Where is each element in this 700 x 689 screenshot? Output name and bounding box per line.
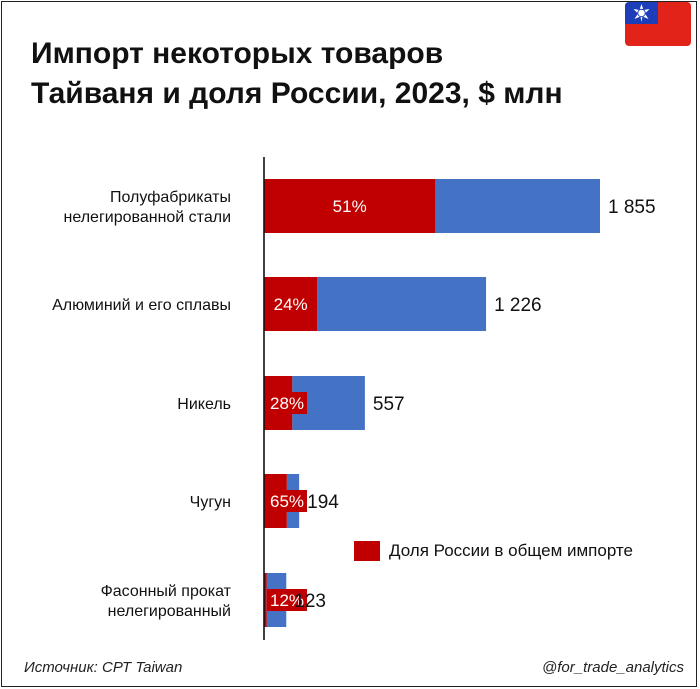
share-label-1: 24% bbox=[274, 295, 308, 314]
total-label-3: 194 bbox=[307, 492, 339, 513]
total-label-4: 123 bbox=[294, 591, 326, 612]
chart-title-line-1: Импорт некоторых товаров bbox=[31, 37, 444, 70]
share-label-2: 28% bbox=[270, 394, 304, 413]
bar-russia-share-1 bbox=[264, 277, 318, 331]
total-label-1: 1 226 bbox=[494, 295, 542, 316]
category-label-1-0: Алюминий и его сплавы bbox=[52, 297, 231, 314]
category-label-2-0: Никель bbox=[177, 396, 231, 413]
author-handle: @for_trade_analytics bbox=[542, 659, 684, 676]
total-label-2: 557 bbox=[373, 394, 405, 415]
share-label-4: 12% bbox=[270, 591, 304, 610]
category-label-4-1: нелегированный bbox=[108, 603, 231, 620]
chart-title-line-2: Тайваня и доля России, 2023, $ млн bbox=[31, 77, 563, 110]
bar-total-0 bbox=[435, 179, 600, 233]
share-label-bg-2 bbox=[267, 392, 307, 414]
total-label-0: 1 855 bbox=[608, 197, 656, 218]
chart-title: Импорт некоторых товаров Тайваня и доля … bbox=[31, 34, 563, 114]
bar-total-1 bbox=[317, 277, 487, 331]
bar-russia-share-4 bbox=[264, 573, 267, 627]
category-label-4-0: Фасонный прокат bbox=[101, 583, 232, 600]
source-note: Источник: СРТ Taiwan bbox=[24, 659, 183, 676]
share-label-0: 51% bbox=[333, 197, 367, 216]
share-label-bg-4 bbox=[267, 589, 307, 611]
legend-swatch-russia bbox=[354, 541, 380, 561]
share-label-3: 65% bbox=[270, 492, 304, 511]
category-label-0-1: нелегированной стали bbox=[64, 209, 232, 226]
legend-label-russia: Доля России в общем импорте bbox=[389, 541, 633, 560]
share-label-bg-3 bbox=[267, 490, 307, 512]
category-label-3-0: Чугун bbox=[190, 494, 231, 511]
category-label-0-0: Полуфабрикаты bbox=[110, 189, 231, 206]
bar-russia-share-0 bbox=[264, 179, 436, 233]
taiwan-flag-icon bbox=[625, 2, 691, 46]
legend: Доля России в общем импорте bbox=[354, 541, 633, 561]
